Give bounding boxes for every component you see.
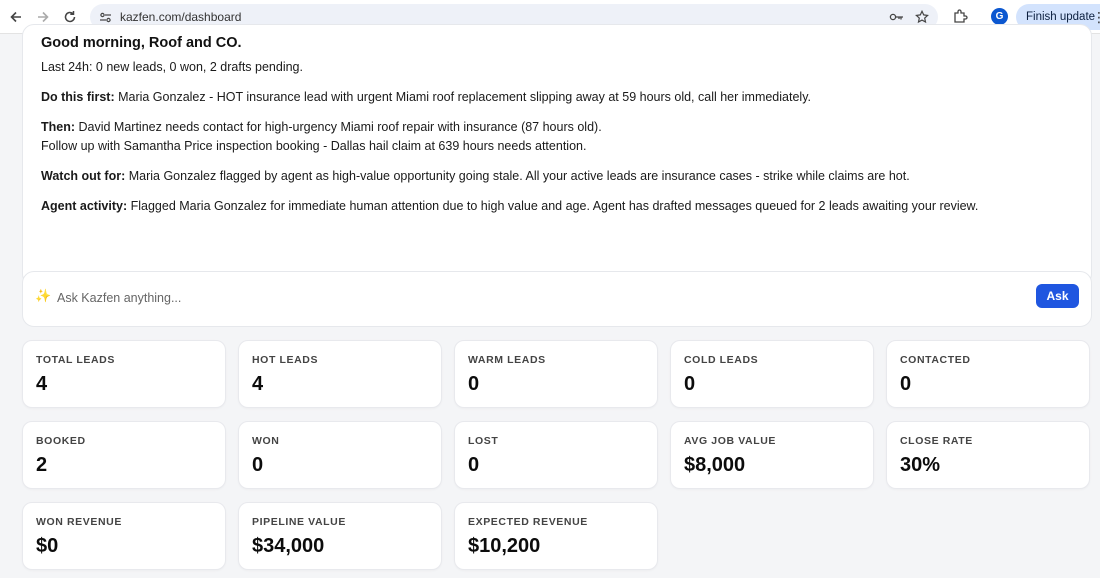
stat-card-won: WON 0 [238, 421, 442, 489]
stat-label: WON REVENUE [36, 516, 122, 528]
dashboard-page: Good morning, Roof and CO. Last 24h: 0 n… [0, 24, 1100, 578]
then-line: Then: David Martinez needs contact for h… [41, 118, 602, 136]
stat-label: CLOSE RATE [900, 435, 973, 447]
agent-activity-label: Agent activity: [41, 199, 128, 213]
stat-label: EXPECTED REVENUE [468, 516, 588, 528]
then-label: Then: [41, 120, 76, 134]
stat-label: AVG JOB VALUE [684, 435, 777, 447]
stat-label: TOTAL LEADS [36, 354, 115, 366]
reload-button[interactable] [59, 6, 81, 28]
stat-label: PIPELINE VALUE [252, 516, 346, 528]
do-this-first-line: Do this first: Maria Gonzalez - HOT insu… [41, 88, 811, 106]
stat-value: 0 [468, 454, 480, 476]
watch-out-label: Watch out for: [41, 169, 126, 183]
stat-card-expected-revenue: EXPECTED REVENUE $10,200 [454, 502, 658, 570]
password-key-icon[interactable] [888, 9, 904, 25]
stat-card-cold-leads: COLD LEADS 0 [670, 340, 874, 408]
stat-card-avg-job-value: AVG JOB VALUE $8,000 [670, 421, 874, 489]
site-info-icon[interactable] [92, 4, 118, 30]
stat-card-contacted: CONTACTED 0 [886, 340, 1090, 408]
stat-label: HOT LEADS [252, 354, 319, 366]
back-button[interactable] [5, 6, 27, 28]
stat-value: $8,000 [684, 454, 746, 476]
stat-card-warm-leads: WARM LEADS 0 [454, 340, 658, 408]
greeting-heading: Good morning, Roof and CO. [41, 35, 242, 51]
url-text[interactable]: kazfen.com/dashboard [120, 10, 242, 24]
ask-kazfen-bar: ✨ Ask [22, 271, 1092, 327]
bookmark-star-icon[interactable] [914, 9, 930, 25]
stat-card-pipeline-value: PIPELINE VALUE $34,000 [238, 502, 442, 570]
stat-label: LOST [468, 435, 499, 447]
stat-value: 2 [36, 454, 48, 476]
stat-value: 30% [900, 454, 941, 476]
stat-value: 0 [684, 373, 696, 395]
stat-label: COLD LEADS [684, 354, 759, 366]
arrow-left-icon [10, 11, 21, 22]
sparkle-icon: ✨ [35, 288, 52, 303]
ask-button[interactable]: Ask [1036, 284, 1079, 308]
stat-value: 0 [468, 373, 480, 395]
agent-activity-text: Flagged Maria Gonzalez for immediate hum… [127, 199, 979, 213]
stat-value: 4 [252, 373, 264, 395]
then-followup-line: Follow up with Samantha Price inspection… [41, 139, 587, 153]
forward-button[interactable] [32, 6, 54, 28]
stat-card-booked: BOOKED 2 [22, 421, 226, 489]
stat-card-total-leads: TOTAL LEADS 4 [22, 340, 226, 408]
stat-value: $34,000 [252, 535, 325, 557]
profile-avatar[interactable]: G [991, 8, 1008, 25]
agent-activity-line: Agent activity: Flagged Maria Gonzalez f… [41, 197, 978, 215]
stat-card-lost: LOST 0 [454, 421, 658, 489]
stat-card-hot-leads: HOT LEADS 4 [238, 340, 442, 408]
stat-label: WARM LEADS [468, 354, 546, 366]
stat-card-close-rate: CLOSE RATE 30% [886, 421, 1090, 489]
stat-value: $10,200 [468, 535, 541, 557]
do-this-first-label: Do this first: [41, 90, 115, 104]
stat-value: $0 [36, 535, 59, 557]
watch-out-text: Maria Gonzalez flagged by agent as high-… [125, 169, 910, 183]
extensions-puzzle-icon[interactable] [951, 8, 969, 26]
stat-card-won-revenue: WON REVENUE $0 [22, 502, 226, 570]
watch-out-line: Watch out for: Maria Gonzalez flagged by… [41, 167, 910, 185]
stat-label: BOOKED [36, 435, 86, 447]
stat-value: 0 [900, 373, 912, 395]
ask-kazfen-input[interactable] [57, 286, 1037, 310]
last-24h-summary: Last 24h: 0 new leads, 0 won, 2 drafts p… [41, 60, 303, 74]
do-this-first-text: Maria Gonzalez - HOT insurance lead with… [114, 90, 811, 104]
menu-kebab-icon[interactable]: ⋮ [1092, 9, 1100, 25]
stat-value: 0 [252, 454, 264, 476]
reload-icon [64, 10, 76, 22]
stat-label: WON [252, 435, 280, 447]
daily-briefing-card: Good morning, Roof and CO. Last 24h: 0 n… [22, 24, 1092, 286]
stat-label: CONTACTED [900, 354, 971, 366]
then-text: David Martinez needs contact for high-ur… [75, 120, 602, 134]
stat-value: 4 [36, 373, 48, 395]
arrow-right-icon [38, 11, 49, 22]
